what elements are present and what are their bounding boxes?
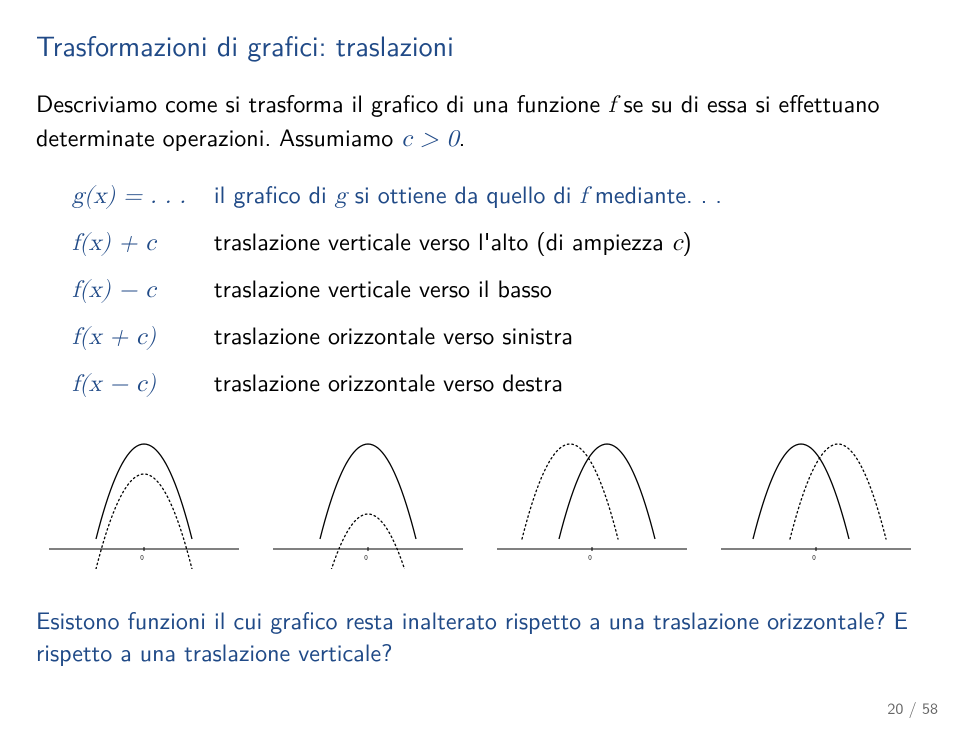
table-row: f(x) − ctraslazione verticale verso il b… bbox=[72, 264, 722, 311]
question-block: Esistono funzioni il cui grafico resta i… bbox=[36, 604, 924, 669]
rule-rhs: traslazione orizzontale verso sinistra bbox=[214, 311, 722, 358]
figure-vshift_up: 0 bbox=[44, 429, 244, 574]
rule-rhs: traslazione orizzontale verso destra bbox=[214, 358, 722, 405]
intro-assume: c > 0 bbox=[401, 127, 458, 151]
figure-vshift_down: 0 bbox=[268, 429, 468, 574]
intro-text-1: Descriviamo come si trasforma il grafico… bbox=[36, 85, 608, 120]
rule-lhs: f(x) − c bbox=[72, 264, 214, 311]
table-row: f(x + c)traslazione orizzontale verso si… bbox=[72, 311, 722, 358]
rule-rhs: il grafico di g si ottiene da quello di … bbox=[214, 170, 722, 217]
figure-row: 0 0 0 0 bbox=[36, 423, 924, 574]
table-row: f(x) + ctraslazione verticale verso l'al… bbox=[72, 217, 722, 264]
svg-text:0: 0 bbox=[140, 553, 144, 563]
rule-lhs: f(x) + c bbox=[72, 217, 214, 264]
table-row: f(x − c)traslazione orizzontale verso de… bbox=[72, 358, 722, 405]
table-row: g(x) = . . .il grafico di g si ottiene d… bbox=[72, 170, 722, 217]
page-sep: / bbox=[903, 696, 922, 719]
page-current: 20 bbox=[887, 696, 903, 719]
rule-lhs: f(x + c) bbox=[72, 311, 214, 358]
question-1: Esistono funzioni il cui grafico resta i… bbox=[36, 602, 886, 637]
page-total: 58 bbox=[922, 696, 938, 719]
rule-lhs: f(x − c) bbox=[72, 358, 214, 405]
rule-rhs: traslazione verticale verso il basso bbox=[214, 264, 722, 311]
intro-paragraph: Descriviamo come si trasforma il grafico… bbox=[36, 87, 924, 156]
figure-hshift_right: 0 bbox=[716, 429, 916, 574]
page-number: 20 / 58 bbox=[887, 696, 938, 719]
svg-text:0: 0 bbox=[364, 553, 368, 563]
svg-text:0: 0 bbox=[812, 553, 816, 563]
transform-table: g(x) = . . .il grafico di g si ottiene d… bbox=[72, 170, 722, 405]
rule-lhs: g(x) = . . . bbox=[72, 170, 214, 217]
intro-period: . bbox=[459, 119, 466, 154]
svg-text:0: 0 bbox=[588, 553, 592, 563]
intro-f: f bbox=[608, 93, 615, 117]
rule-rhs: traslazione verticale verso l'alto (di a… bbox=[214, 217, 722, 264]
page-title: Trasformazioni di grafici: traslazioni bbox=[36, 24, 924, 65]
figure-hshift_left: 0 bbox=[492, 429, 692, 574]
